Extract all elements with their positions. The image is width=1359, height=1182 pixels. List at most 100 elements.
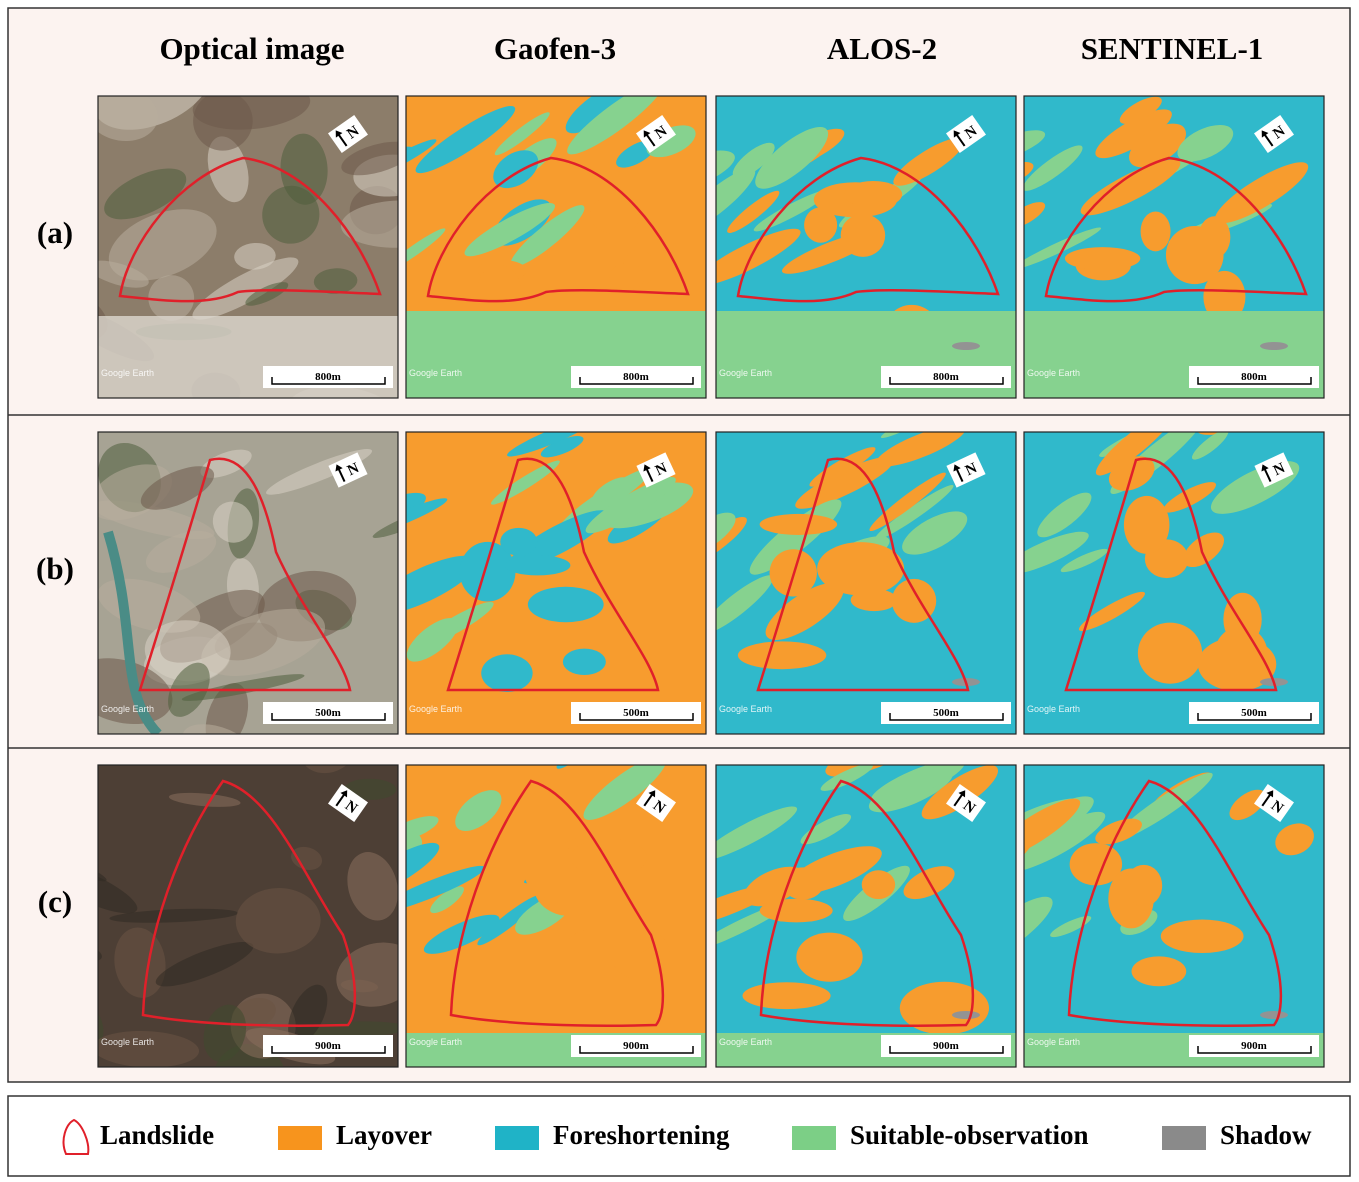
watermark: Google Earth bbox=[101, 1037, 154, 1047]
north-arrow: N bbox=[946, 114, 986, 154]
scale-bar bbox=[889, 713, 1004, 721]
class-patch bbox=[406, 498, 448, 540]
terrain bbox=[340, 200, 398, 248]
column-title: Optical image bbox=[159, 31, 344, 66]
terrain bbox=[291, 846, 323, 871]
row-label: (c) bbox=[38, 884, 72, 919]
watermark: Google Earth bbox=[1027, 1037, 1080, 1047]
scale-bar-bg bbox=[1189, 366, 1319, 388]
class-patch bbox=[570, 838, 647, 877]
terrain bbox=[98, 1030, 200, 1067]
north-arrow: N bbox=[1254, 114, 1294, 154]
map-image bbox=[406, 765, 706, 1067]
class-patch bbox=[1024, 202, 1046, 229]
map-panel: N 800m Google Earth bbox=[405, 95, 707, 399]
scale-label: 800m bbox=[933, 371, 959, 383]
watermark: Google Earth bbox=[409, 1037, 462, 1047]
class-patch bbox=[1024, 896, 1053, 963]
scale-label: 500m bbox=[1241, 707, 1267, 719]
watermark: Google Earth bbox=[1027, 704, 1080, 714]
scale-bar bbox=[579, 377, 694, 385]
scale-label: 900m bbox=[623, 1040, 649, 1052]
north-arrow: N bbox=[328, 452, 368, 488]
panel-border bbox=[405, 764, 707, 1068]
scale-bar-bg bbox=[881, 1035, 1011, 1057]
terrain bbox=[109, 908, 239, 923]
scale-bar bbox=[271, 713, 386, 721]
terrain bbox=[108, 209, 217, 281]
panel-border bbox=[715, 431, 1017, 735]
class-patch bbox=[567, 96, 664, 155]
class-patch bbox=[1125, 864, 1163, 907]
class-patch bbox=[510, 205, 585, 268]
scale-bar bbox=[271, 1046, 386, 1054]
class-patch bbox=[1214, 162, 1309, 224]
north-arrow-head bbox=[958, 790, 966, 798]
class-patch bbox=[870, 765, 965, 804]
terrain bbox=[313, 268, 358, 294]
class-patch bbox=[765, 582, 844, 640]
watermark: Google Earth bbox=[1027, 368, 1080, 378]
class-patch bbox=[755, 126, 829, 189]
north-arrow-bg bbox=[328, 783, 368, 823]
terrain bbox=[144, 620, 231, 682]
terrain bbox=[98, 861, 138, 914]
class-patch bbox=[902, 511, 968, 555]
class-patch bbox=[504, 555, 571, 576]
terrain bbox=[288, 984, 328, 1044]
watermark: Google Earth bbox=[101, 368, 154, 378]
terrain bbox=[235, 888, 321, 954]
class-patch bbox=[1119, 96, 1162, 124]
panel-border bbox=[1023, 95, 1325, 399]
class-patch bbox=[1131, 956, 1187, 987]
class-patch bbox=[565, 96, 633, 134]
landslide-outline bbox=[426, 156, 690, 303]
terrain bbox=[140, 466, 215, 510]
terrain bbox=[98, 658, 173, 725]
watermark: Google Earth bbox=[409, 368, 462, 378]
legend-landslide-icon bbox=[62, 1118, 90, 1155]
scale-bar-bg bbox=[571, 366, 701, 388]
terrain bbox=[193, 96, 253, 151]
map-image bbox=[406, 432, 706, 734]
legend-swatch bbox=[1162, 1126, 1206, 1150]
map-image bbox=[1024, 765, 1324, 1067]
class-patch bbox=[1060, 548, 1108, 573]
scale-bar bbox=[889, 1046, 1004, 1054]
panel-border bbox=[715, 95, 1017, 399]
class-patch bbox=[716, 168, 756, 233]
north-arrow-head bbox=[335, 130, 343, 138]
north-arrow-head bbox=[643, 464, 651, 472]
scale-label: 800m bbox=[1241, 371, 1267, 383]
class-patch bbox=[893, 137, 964, 186]
class-patch bbox=[716, 228, 801, 286]
class-patch bbox=[850, 589, 898, 612]
class-patch bbox=[464, 203, 556, 257]
scale-bar bbox=[1197, 1046, 1312, 1054]
panel-border bbox=[97, 764, 399, 1068]
class-patch bbox=[500, 527, 538, 556]
class-patch bbox=[952, 342, 980, 350]
class-patch bbox=[1024, 227, 1101, 270]
watermark: Google Earth bbox=[719, 1037, 772, 1047]
class-patch bbox=[716, 806, 798, 861]
scale-bar-bg bbox=[881, 702, 1011, 724]
terrain bbox=[262, 185, 320, 244]
map-image bbox=[1024, 432, 1324, 734]
north-arrow-head bbox=[1261, 130, 1269, 138]
class-patch bbox=[820, 765, 873, 791]
class-patch bbox=[1080, 159, 1181, 216]
map-panel: N 900m Google Earth bbox=[715, 764, 1017, 1068]
class-patch bbox=[583, 765, 667, 820]
class-patch bbox=[1024, 531, 1089, 575]
legend-swatch bbox=[792, 1126, 836, 1150]
north-arrow: N bbox=[636, 452, 676, 488]
class-patch bbox=[759, 513, 838, 535]
terrain bbox=[207, 136, 249, 203]
map-panel: N 900m Google Earth bbox=[97, 764, 399, 1068]
class-patch bbox=[817, 542, 905, 596]
class-patch bbox=[737, 641, 827, 670]
class-patch bbox=[459, 541, 516, 602]
terrain bbox=[234, 242, 276, 270]
terrain bbox=[98, 96, 158, 142]
